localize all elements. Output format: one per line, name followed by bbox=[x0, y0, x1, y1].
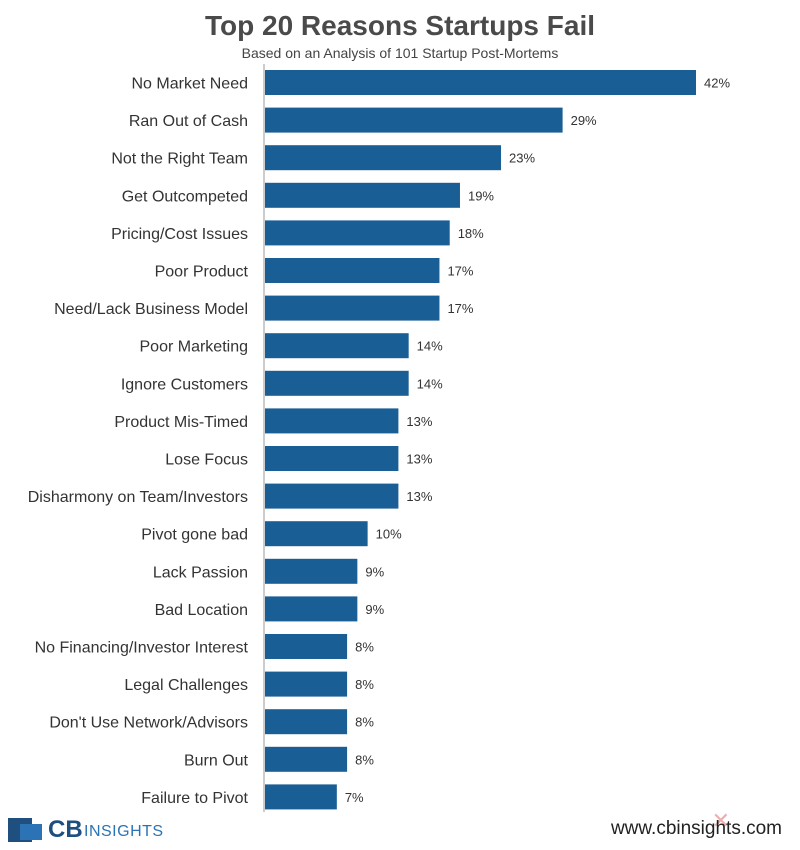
bar-2 bbox=[265, 107, 563, 133]
value-label-11: 13% bbox=[406, 452, 432, 467]
category-label-16: No Financing/Investor Interest bbox=[35, 640, 249, 657]
bar-19 bbox=[265, 746, 348, 772]
bar-10 bbox=[265, 408, 399, 434]
logo-mark-overlay-icon bbox=[20, 824, 42, 840]
category-label-18: Don't Use Network/Advisors bbox=[49, 715, 248, 732]
category-label-20: Failure to Pivot bbox=[141, 790, 248, 807]
value-label-9: 14% bbox=[417, 376, 443, 391]
category-label-4: Get Outcompeted bbox=[122, 188, 248, 205]
bar-4 bbox=[265, 182, 460, 208]
chart-subtitle: Based on an Analysis of 101 Startup Post… bbox=[241, 45, 559, 61]
category-label-17: Legal Challenges bbox=[124, 677, 248, 694]
bar-16 bbox=[265, 634, 348, 659]
category-label-12: Disharmony on Team/Investors bbox=[28, 489, 248, 506]
bar-20 bbox=[265, 784, 337, 810]
value-label-10: 13% bbox=[406, 414, 432, 429]
bar-7 bbox=[265, 295, 440, 321]
value-label-18: 8% bbox=[355, 715, 374, 730]
value-label-7: 17% bbox=[447, 301, 473, 316]
value-label-14: 9% bbox=[365, 564, 384, 579]
bar-13 bbox=[265, 521, 368, 547]
bar-18 bbox=[265, 709, 348, 735]
value-label-16: 8% bbox=[355, 640, 374, 655]
bar-17 bbox=[265, 671, 348, 697]
value-label-4: 19% bbox=[468, 188, 494, 203]
bar-3 bbox=[265, 145, 502, 171]
value-label-8: 14% bbox=[417, 339, 443, 354]
logo-cb-text: CB bbox=[48, 816, 83, 843]
category-label-8: Poor Marketing bbox=[140, 339, 249, 356]
bar-6 bbox=[265, 258, 440, 283]
chart-title: Top 20 Reasons Startups Fail bbox=[204, 10, 596, 41]
category-label-7: Need/Lack Business Model bbox=[54, 301, 248, 318]
category-label-3: Not the Right Team bbox=[111, 151, 248, 168]
value-label-3: 23% bbox=[509, 151, 535, 166]
cb-insights-logo: CB INSIGHTS bbox=[8, 816, 188, 846]
category-label-13: Pivot gone bad bbox=[141, 527, 248, 544]
value-label-17: 8% bbox=[355, 677, 374, 692]
value-label-6: 17% bbox=[447, 264, 473, 279]
value-label-19: 8% bbox=[355, 752, 374, 767]
bar-5 bbox=[265, 220, 450, 246]
category-label-10: Product Mis-Timed bbox=[114, 414, 248, 431]
value-label-1: 42% bbox=[704, 76, 730, 91]
category-label-1: No Market Need bbox=[132, 76, 249, 93]
bar-14 bbox=[265, 558, 358, 584]
value-label-5: 18% bbox=[458, 226, 484, 241]
bar-8 bbox=[265, 333, 409, 359]
category-label-19: Burn Out bbox=[184, 752, 249, 769]
logo-insights-text: INSIGHTS bbox=[84, 823, 164, 840]
category-label-15: Bad Location bbox=[155, 602, 248, 619]
value-label-20: 7% bbox=[345, 790, 364, 805]
value-label-12: 13% bbox=[406, 489, 432, 504]
value-label-2: 29% bbox=[571, 113, 597, 128]
category-label-6: Poor Product bbox=[155, 264, 249, 281]
bar-11 bbox=[265, 446, 399, 471]
bar-1 bbox=[265, 70, 696, 95]
category-label-9: Ignore Customers bbox=[121, 376, 248, 393]
bar-9 bbox=[265, 370, 409, 396]
bar-15 bbox=[265, 596, 358, 622]
category-label-5: Pricing/Cost Issues bbox=[111, 226, 248, 243]
category-label-2: Ran Out of Cash bbox=[129, 113, 248, 130]
category-label-11: Lose Focus bbox=[165, 452, 248, 469]
watermark-icon: ✕ bbox=[711, 808, 730, 833]
value-label-15: 9% bbox=[365, 602, 384, 617]
value-label-13: 10% bbox=[376, 527, 402, 542]
website-url: www.cbinsights.com bbox=[610, 818, 782, 839]
category-label-14: Lack Passion bbox=[153, 564, 248, 581]
bar-12 bbox=[265, 483, 399, 509]
